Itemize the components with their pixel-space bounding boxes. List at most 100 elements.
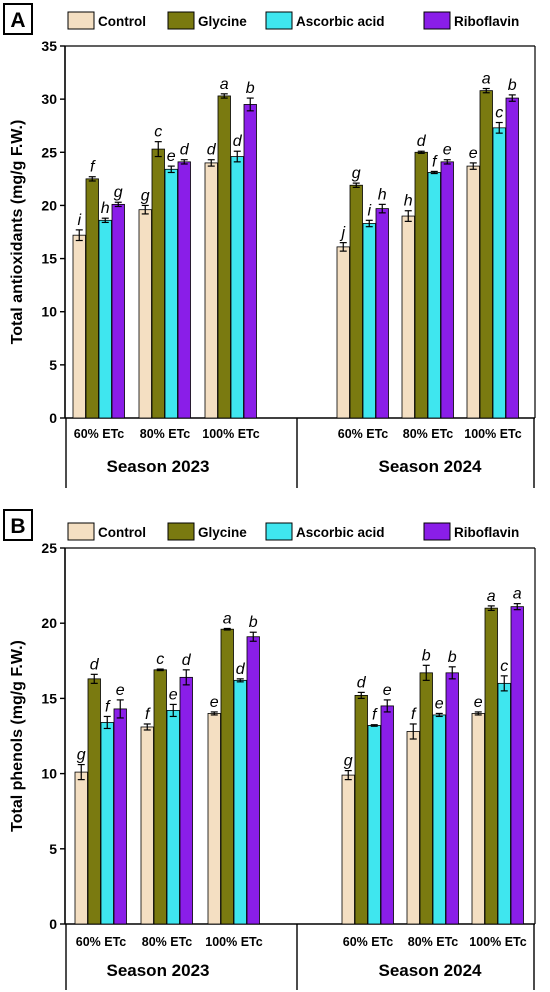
legend-label: Glycine [198,525,247,540]
bar [479,90,493,419]
significance-letter: b [246,80,255,97]
bar [85,178,99,419]
bar [336,246,350,419]
panel-label: A [10,9,25,32]
bar [153,669,167,925]
significance-letter: g [77,747,86,764]
bar [164,168,178,419]
y-tick-label: 35 [41,38,57,54]
significance-letter: d [236,661,246,678]
significance-letter: d [90,656,100,673]
season-label: Season 2024 [378,961,482,980]
bar [380,705,394,925]
legend-swatch [167,11,195,30]
y-tick-label: 30 [41,91,57,107]
significance-letter: b [422,647,431,664]
bar [362,223,376,419]
significance-letter: g [114,184,123,201]
category-label: 80% ETc [142,935,193,949]
significance-letter: a [223,610,232,627]
significance-letter: i [367,202,371,219]
bar [230,156,244,419]
bar [406,731,420,925]
bar [367,725,381,925]
significance-letter: h [404,193,413,210]
significance-letter: e [167,148,176,165]
significance-letter: e [210,694,219,711]
y-tick-label: 5 [49,357,57,373]
bar [510,606,524,925]
legend-label: Ascorbic acid [296,525,385,540]
bar [113,708,127,925]
significance-letter: d [417,133,427,150]
bar [166,710,180,925]
significance-letter: d [357,674,367,691]
legend-label: Control [98,14,146,29]
significance-letter: a [482,71,491,88]
bar [243,104,257,419]
legend-label: Control [98,525,146,540]
bar [100,722,114,925]
significance-letter: j [339,225,345,242]
bar [484,607,498,925]
significance-letter: e [383,682,392,699]
significance-letter: d [207,142,217,159]
significance-letter: c [154,124,162,141]
bar [246,636,260,925]
bar [432,714,446,925]
y-tick-label: 10 [41,766,57,782]
significance-letter: g [344,753,353,770]
bar [349,184,363,419]
bar [217,95,231,419]
significance-letter: f [90,159,96,176]
category-label: 100% ETc [469,935,526,949]
category-label: 80% ETc [408,935,459,949]
significance-letter: f [372,707,378,724]
bar [140,726,154,925]
category-label: 80% ETc [140,427,191,441]
legend-label: Ascorbic acid [296,14,385,29]
category-label: 60% ETc [338,427,389,441]
significance-letter: b [448,649,457,666]
bar [74,771,88,925]
bar [177,161,191,419]
legend-label: Riboflavin [454,525,519,540]
significance-letter: e [443,142,452,159]
bar [505,97,519,419]
significance-letter: i [77,212,81,229]
bar [98,219,112,419]
legend-swatch [265,11,293,30]
y-tick-label: 10 [41,304,57,320]
significance-letter: e [474,694,483,711]
legend-label: Glycine [198,14,247,29]
significance-letter: g [352,165,361,182]
panel-label-box [3,3,33,35]
bar [492,127,506,419]
category-label: 100% ETc [205,935,262,949]
season-label: Season 2023 [106,961,209,980]
legend-swatch [423,11,451,30]
bar [414,151,428,419]
y-axis-title: Total antioxidants (mg/g F.W.) [9,120,26,345]
significance-letter: f [105,698,111,715]
significance-letter: e [116,682,125,699]
significance-letter: h [378,186,387,203]
y-tick-label: 0 [49,916,57,932]
y-axis-title: Total phenols (mg/g F.W.) [9,640,26,832]
y-tick-label: 0 [49,410,57,426]
bar [354,694,368,925]
significance-letter: f [411,706,417,723]
bar [87,678,101,925]
season-label: Season 2023 [106,457,209,476]
legend-swatch [67,11,95,30]
significance-letter: d [182,652,192,669]
bar [497,682,511,925]
category-label: 60% ETc [76,935,127,949]
season-label: Season 2024 [378,457,482,476]
panel-label-box [3,509,33,541]
significance-letter: b [249,614,258,631]
y-tick-label: 20 [41,197,57,213]
category-label: 60% ETc [343,935,394,949]
bar [151,148,165,419]
